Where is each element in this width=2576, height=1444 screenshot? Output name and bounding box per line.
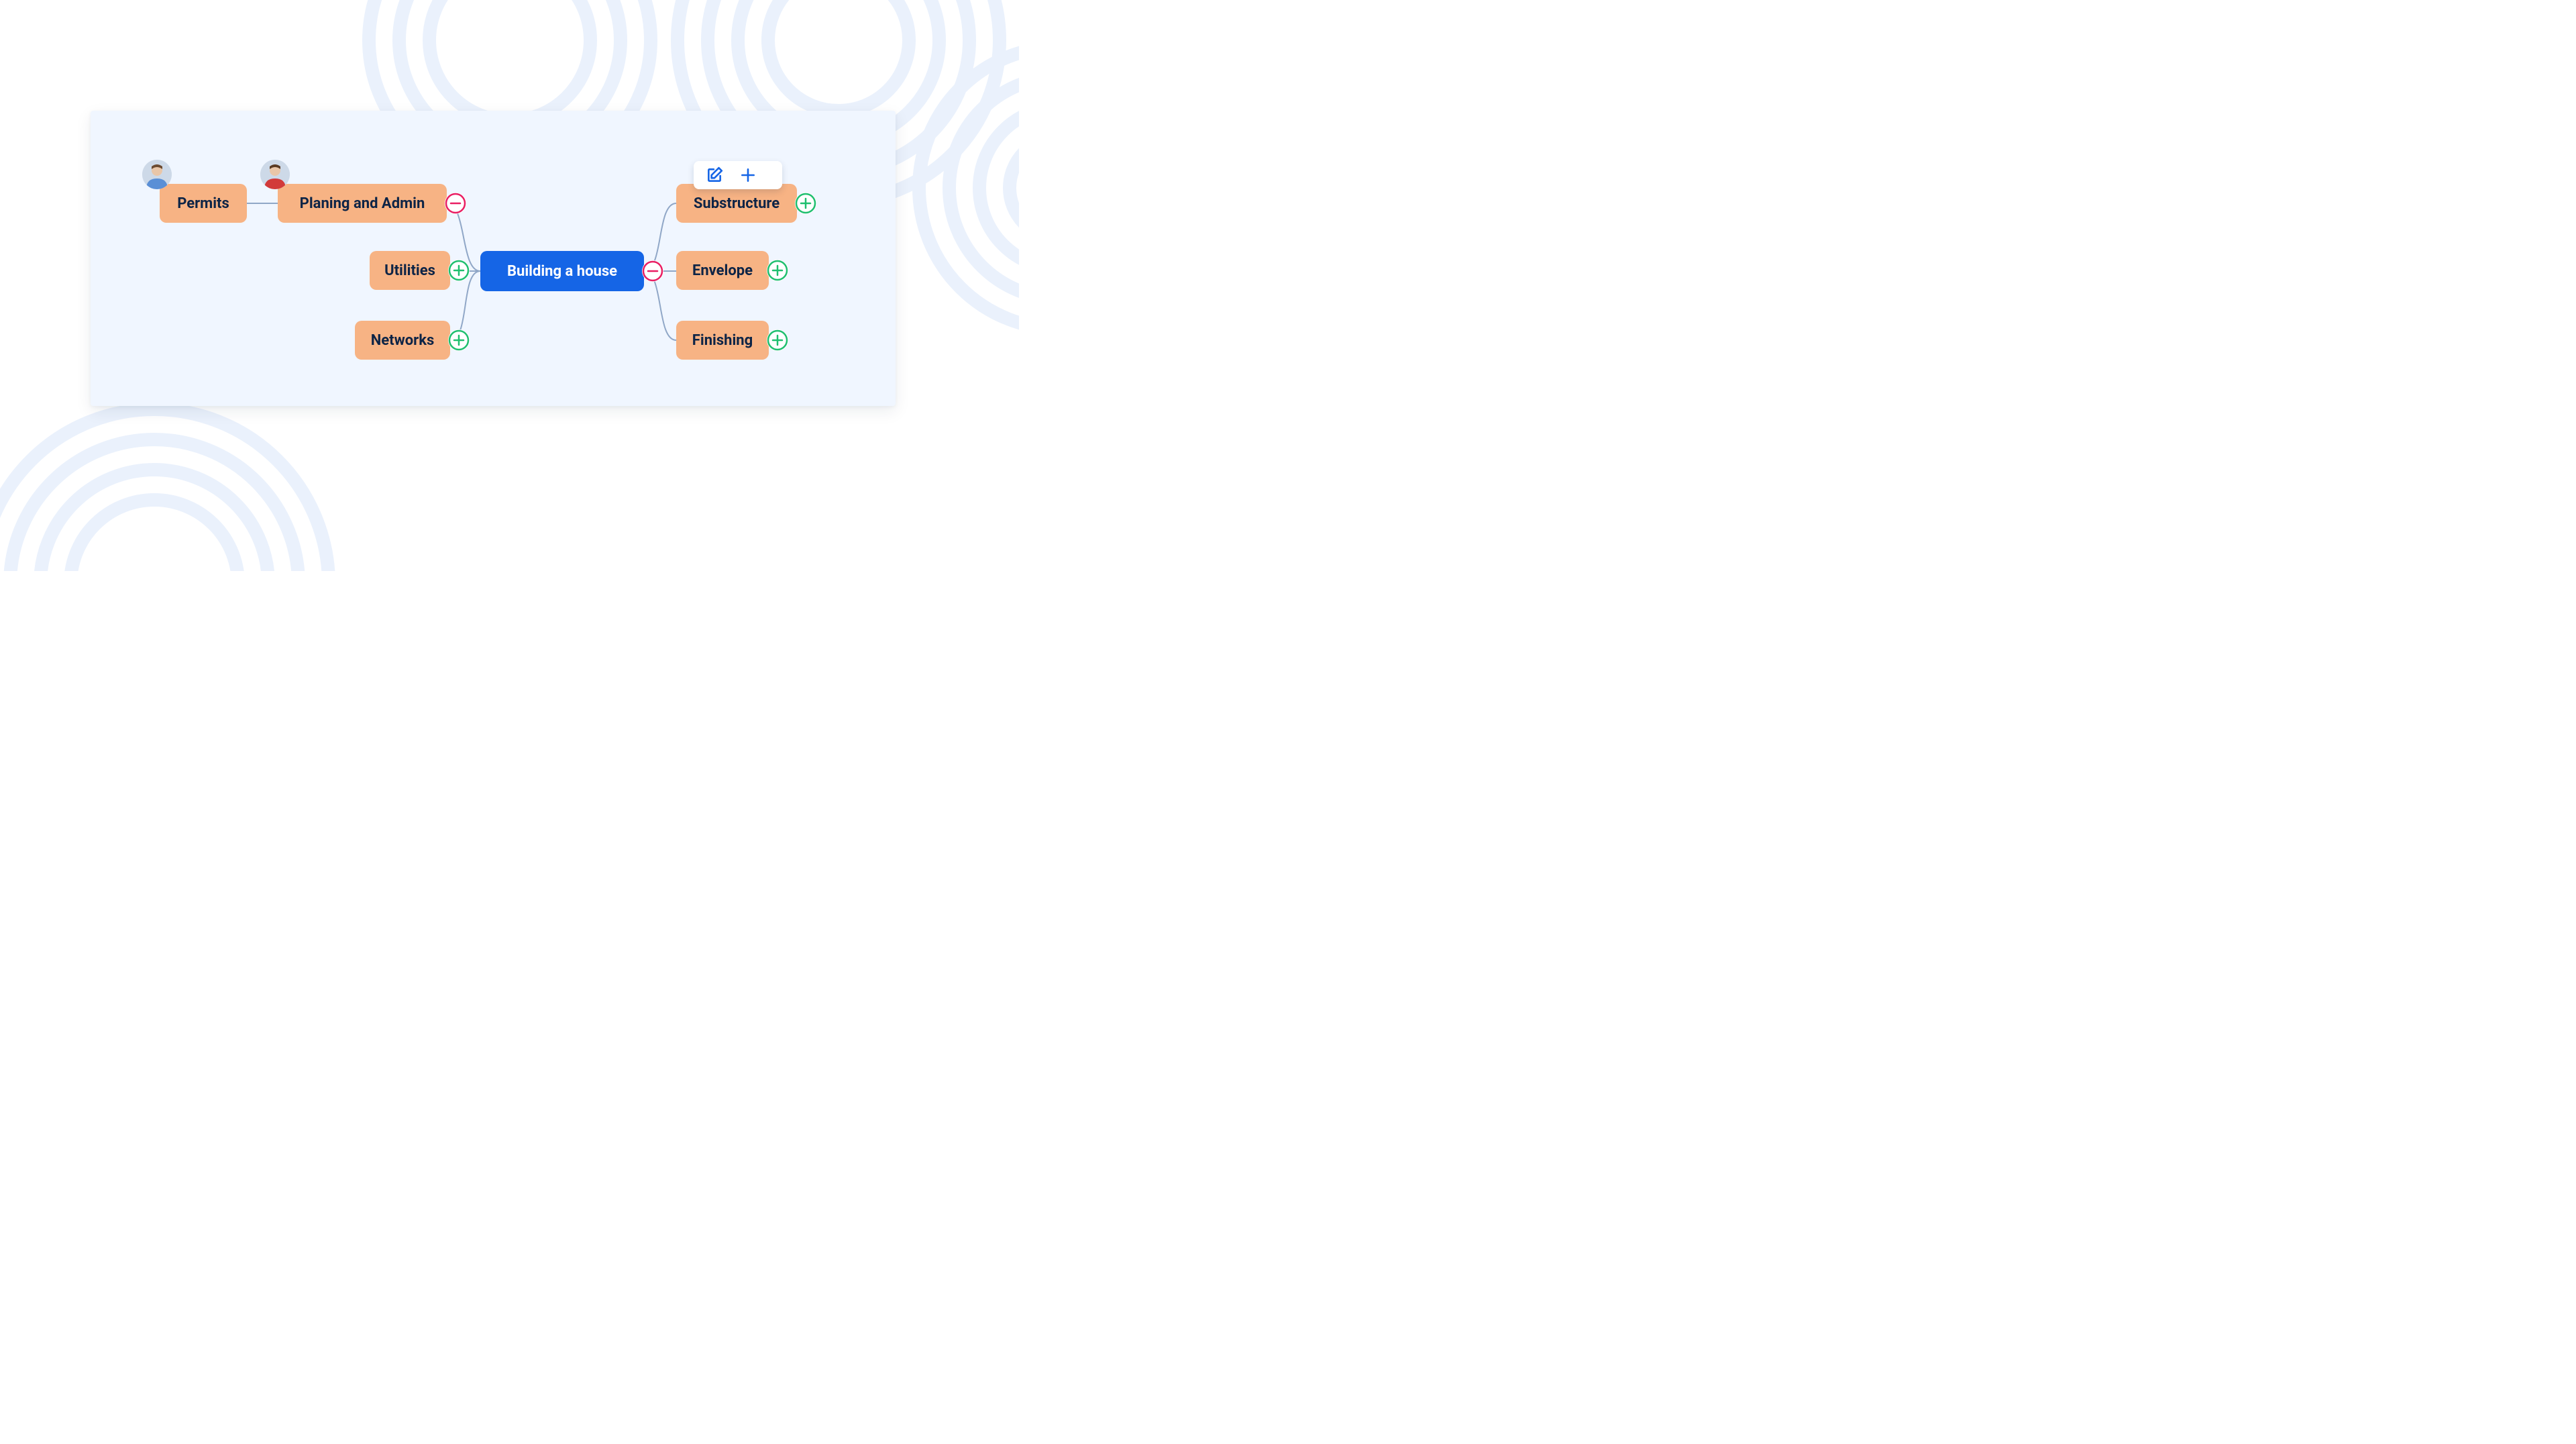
node-substructure[interactable]: Substructure: [676, 184, 797, 223]
node-planing[interactable]: Planing and Admin: [278, 184, 447, 223]
node-networks[interactable]: Networks: [355, 321, 450, 360]
node-permits[interactable]: Permits: [160, 184, 247, 223]
node-finishing[interactable]: Finishing: [676, 321, 769, 360]
mindmap-canvas: Building a house Planing and Admin Permi…: [91, 111, 896, 406]
node-toolbar: [694, 161, 782, 189]
node-finishing-label: Finishing: [692, 332, 753, 349]
node-utilities[interactable]: Utilities: [370, 251, 450, 290]
node-envelope-label: Envelope: [692, 262, 753, 279]
collapse-toggle[interactable]: [445, 193, 466, 214]
node-permits-label: Permits: [177, 195, 229, 212]
node-networks-label: Networks: [371, 332, 435, 349]
expand-toggle[interactable]: [767, 260, 788, 281]
expand-toggle[interactable]: [767, 329, 788, 351]
expand-toggle[interactable]: [448, 260, 470, 281]
expand-toggle[interactable]: [448, 329, 470, 351]
node-planing-label: Planing and Admin: [300, 195, 425, 212]
collapse-toggle[interactable]: [642, 260, 663, 282]
node-substructure-label: Substructure: [694, 195, 780, 212]
expand-toggle[interactable]: [795, 193, 816, 214]
avatar: [142, 160, 172, 189]
avatar: [260, 160, 290, 189]
edit-icon[interactable]: [706, 166, 723, 184]
root-node-label: Building a house: [507, 263, 617, 280]
add-icon[interactable]: [739, 166, 757, 184]
node-utilities-label: Utilities: [384, 262, 435, 279]
node-envelope[interactable]: Envelope: [676, 251, 769, 290]
root-node[interactable]: Building a house: [480, 251, 644, 291]
